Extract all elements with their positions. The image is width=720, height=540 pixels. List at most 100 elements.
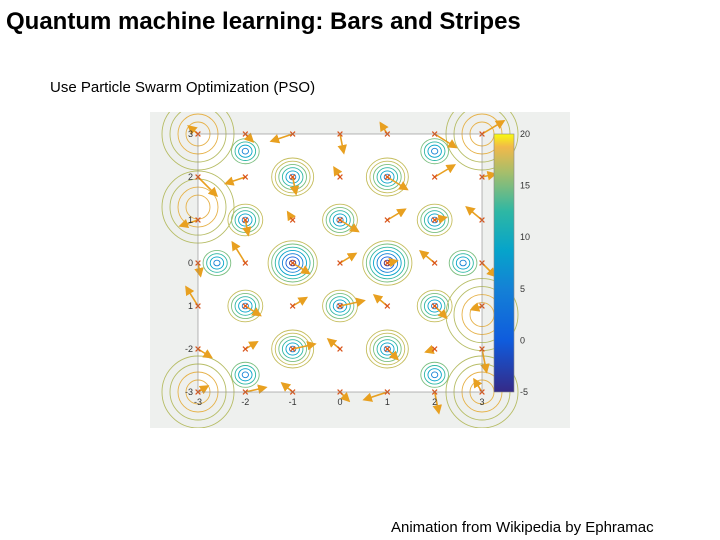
contour-ring bbox=[376, 339, 399, 359]
velocity-arrow bbox=[178, 218, 199, 229]
particle-marker bbox=[289, 303, 296, 309]
contour-ring bbox=[213, 259, 221, 267]
contour-ring bbox=[380, 170, 395, 184]
contour-ring bbox=[431, 371, 439, 379]
contour-ring bbox=[431, 147, 439, 155]
contour-ring bbox=[369, 246, 406, 280]
particle-marker bbox=[242, 260, 249, 266]
velocity-arrow bbox=[480, 348, 490, 374]
particle-marker bbox=[384, 260, 391, 266]
velocity-arrow bbox=[481, 171, 498, 181]
particle-marker bbox=[384, 346, 391, 352]
contour-ring bbox=[322, 203, 358, 237]
contour-ring bbox=[383, 173, 391, 181]
pso-animation-figure: -3 -2 -1 0 1 2 3 3 2 1 0 1 -2 -3 20 15 10 5 0 -5 bbox=[150, 112, 570, 428]
particle-marker bbox=[337, 303, 343, 309]
contour-ring bbox=[373, 250, 402, 276]
x-tick-label: 0 bbox=[337, 397, 342, 407]
y-tick-label: -3 bbox=[185, 387, 193, 397]
y-axis-ticks: 3 2 1 0 1 -2 -3 bbox=[185, 129, 193, 397]
contour-ring bbox=[281, 339, 304, 359]
contour-ring bbox=[231, 361, 260, 388]
x-tick-label: 2 bbox=[432, 397, 437, 407]
image-credit: Animation from Wikipedia by Ephramac bbox=[391, 519, 654, 536]
velocity-arrow bbox=[339, 252, 358, 264]
velocity-arrow bbox=[269, 133, 293, 144]
particle-marker bbox=[242, 303, 249, 309]
particle-marker bbox=[289, 346, 296, 352]
contour-ring bbox=[362, 240, 413, 286]
plot-frame bbox=[197, 133, 483, 393]
contour-ring bbox=[281, 253, 304, 273]
particle-marker bbox=[431, 260, 438, 266]
x-tick-label: -3 bbox=[194, 397, 202, 407]
contour-ring bbox=[420, 207, 449, 233]
colorbar-tick-label: 5 bbox=[520, 284, 525, 294]
velocity-arrow bbox=[432, 391, 443, 415]
x-tick-label: 1 bbox=[385, 397, 390, 407]
particle-marker bbox=[384, 217, 391, 223]
velocity-arrow bbox=[424, 344, 435, 355]
contour-ring bbox=[231, 293, 260, 319]
contour-ring bbox=[238, 368, 253, 382]
contour-ring bbox=[431, 302, 439, 310]
contour-ring bbox=[420, 138, 449, 165]
particle-marker bbox=[242, 174, 249, 180]
contour-ring bbox=[376, 167, 399, 187]
y-tick-label: 3 bbox=[188, 129, 193, 139]
contour-ring bbox=[227, 289, 264, 323]
velocity-arrow bbox=[292, 341, 317, 351]
velocity-arrow bbox=[337, 133, 347, 155]
velocity-arrow bbox=[434, 214, 448, 224]
contour-ring bbox=[420, 293, 449, 319]
contour-ring bbox=[209, 256, 225, 270]
velocity-arrow bbox=[481, 119, 506, 135]
velocity-arrow bbox=[292, 296, 309, 307]
contour-ring bbox=[238, 213, 253, 227]
particle-marker bbox=[431, 217, 438, 223]
particle-marker bbox=[337, 346, 343, 352]
contour-ring bbox=[448, 250, 478, 276]
colorbar bbox=[493, 133, 515, 393]
velocity-arrow bbox=[434, 164, 457, 178]
contour-ring bbox=[241, 371, 249, 379]
contour-ring bbox=[332, 213, 348, 227]
contour-ring bbox=[241, 147, 249, 155]
contour-ring bbox=[329, 210, 351, 230]
velocity-arrow bbox=[244, 305, 262, 317]
contour-ring bbox=[365, 157, 409, 197]
contour-ring bbox=[202, 250, 232, 276]
contour-ring bbox=[452, 253, 474, 273]
contour-ring bbox=[427, 299, 442, 313]
velocity-arrow bbox=[231, 240, 247, 264]
velocity-arrow bbox=[185, 285, 199, 307]
colorbar-tick-label: 15 bbox=[520, 181, 530, 191]
velocity-arrow bbox=[224, 176, 246, 186]
x-tick-label: -2 bbox=[241, 397, 249, 407]
velocity-arrow bbox=[292, 262, 311, 275]
velocity-arrow bbox=[245, 384, 268, 394]
contour-ring bbox=[427, 368, 442, 382]
velocity-arrow bbox=[339, 297, 366, 308]
slide-title: Quantum machine learning: Bars and Strip… bbox=[6, 8, 521, 35]
velocity-arrow bbox=[386, 208, 407, 221]
velocity-arrow bbox=[362, 391, 388, 402]
contour-ring bbox=[365, 243, 409, 283]
particle-marker bbox=[289, 260, 296, 266]
contour-ring bbox=[416, 203, 453, 237]
contour-ring bbox=[271, 243, 315, 283]
velocity-arrow bbox=[339, 219, 360, 233]
contour-ring bbox=[238, 299, 253, 313]
contour-ring bbox=[383, 345, 391, 353]
contour-ring bbox=[289, 259, 297, 267]
contour-ring bbox=[241, 302, 249, 310]
contour-ring bbox=[206, 253, 228, 273]
y-tick-label: 1 bbox=[188, 301, 193, 311]
velocity-arrow bbox=[197, 176, 219, 198]
contour-ring bbox=[416, 289, 453, 323]
contour-ring bbox=[278, 250, 307, 276]
velocity-arrow bbox=[469, 302, 483, 312]
contour-ring bbox=[285, 342, 300, 356]
contour-ring bbox=[420, 361, 449, 388]
